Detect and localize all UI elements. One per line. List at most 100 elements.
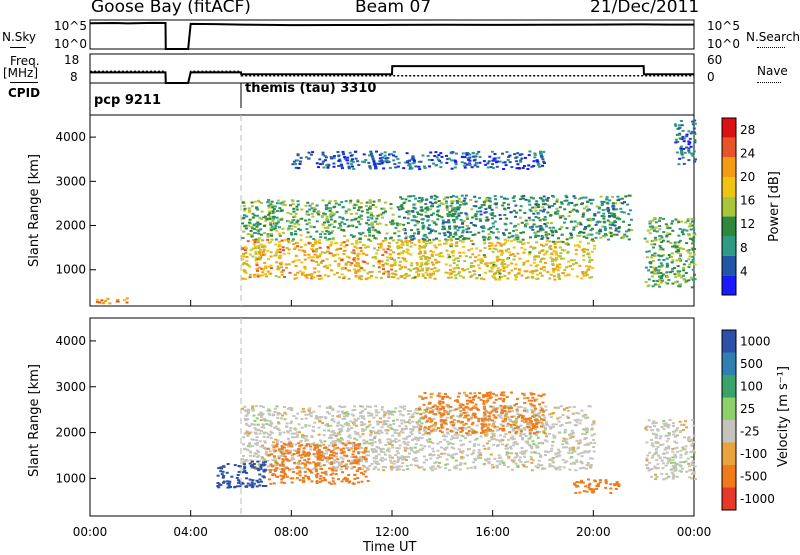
velocity-cell (328, 456, 332, 459)
power-cell (558, 240, 562, 243)
velocity-cell (372, 457, 376, 460)
power-cell (504, 223, 508, 226)
power-cell (561, 215, 565, 218)
velocity-cell (396, 452, 400, 455)
velocity-cell (564, 441, 568, 444)
power-cell (417, 275, 421, 278)
power-cell (357, 220, 361, 223)
power-cell (287, 248, 291, 251)
velocity-cell (354, 448, 358, 451)
velocity-cell (325, 406, 329, 409)
velocity-cell (300, 426, 304, 429)
power-cell (682, 278, 686, 281)
power-cell (693, 132, 697, 135)
power-cell (648, 232, 652, 235)
power-cell (362, 244, 366, 246)
velocity-cell (548, 413, 552, 416)
power-cell (588, 259, 592, 262)
power-cell (522, 165, 526, 167)
power-cell (666, 225, 670, 228)
power-cell (564, 194, 568, 197)
power-cell (510, 166, 514, 169)
velocity-cell (460, 451, 464, 454)
power-cell (658, 255, 662, 258)
velocity-cell (368, 434, 372, 437)
velocity-cell (485, 415, 489, 418)
power-cell (343, 249, 347, 252)
velocity-cell (567, 416, 570, 419)
velocity-cell (447, 469, 451, 472)
velocity-cell (313, 446, 317, 449)
velocity-cell (512, 441, 516, 444)
power-cell (351, 160, 355, 163)
velocity-cell (509, 445, 513, 448)
velocity-cell (361, 405, 364, 408)
velocity-cell (316, 458, 320, 461)
power-cell (542, 257, 546, 260)
velocity-cell (359, 456, 363, 459)
velocity-cell (519, 460, 523, 463)
velocity-cell (472, 445, 476, 447)
velocity-cell (490, 463, 494, 466)
power-cell (385, 161, 389, 164)
velocity-cell (452, 453, 456, 456)
power-cell (434, 223, 438, 226)
power-cell (241, 222, 245, 225)
power-cell (602, 217, 606, 220)
nave-tick-top: 60 (707, 53, 723, 67)
power-cell (649, 262, 653, 265)
power-cell (524, 219, 528, 222)
power-cell (327, 202, 331, 205)
power-cell (658, 248, 662, 251)
velocity-cell (282, 482, 286, 484)
power-cell (516, 223, 520, 226)
power-cell (454, 231, 458, 234)
velocity-cell (424, 414, 428, 417)
velocity-cell (496, 406, 500, 409)
power-cell (517, 268, 521, 271)
power-cell (432, 162, 435, 165)
power-cell (682, 162, 686, 165)
power-cell (578, 221, 582, 224)
velocity-cell (558, 450, 562, 453)
velocity-cell (473, 438, 477, 441)
power-cell (254, 252, 258, 255)
velocity-cell (345, 478, 349, 480)
velocity-cell (525, 466, 528, 468)
velocity-cell (438, 466, 442, 469)
power-cell (481, 236, 485, 239)
power-cell (541, 199, 545, 202)
power-cell (551, 230, 554, 233)
power-cell (405, 241, 409, 244)
velocity-cell (552, 436, 556, 439)
power-cell (692, 236, 696, 239)
power-cell (468, 156, 472, 159)
power-cell (340, 241, 344, 244)
power-cell (408, 167, 412, 170)
velocity-cell (537, 463, 541, 466)
power-cell (307, 157, 311, 160)
power-cell (277, 232, 281, 235)
power-cell (348, 151, 352, 154)
velocity-cell (565, 422, 569, 424)
velocity-cell (393, 431, 397, 434)
velocity-cell (314, 455, 318, 458)
power-cell (470, 262, 474, 265)
velocity-cell (453, 427, 457, 430)
power-cell (501, 204, 505, 207)
power-cell (396, 277, 400, 280)
power-cell (348, 269, 351, 272)
velocity-cell (481, 419, 484, 422)
power-cell (567, 274, 571, 277)
power-cell (539, 267, 543, 270)
power-cell (445, 239, 449, 242)
velocity-cell (345, 480, 349, 483)
velocity-cell (370, 442, 374, 444)
velocity-cell (452, 437, 456, 440)
velocity-cell (492, 443, 496, 446)
power-cell (304, 219, 308, 222)
power-cell (512, 200, 516, 203)
power-cell (366, 216, 370, 219)
velocity-cell (342, 450, 345, 453)
power-cell (689, 224, 693, 227)
